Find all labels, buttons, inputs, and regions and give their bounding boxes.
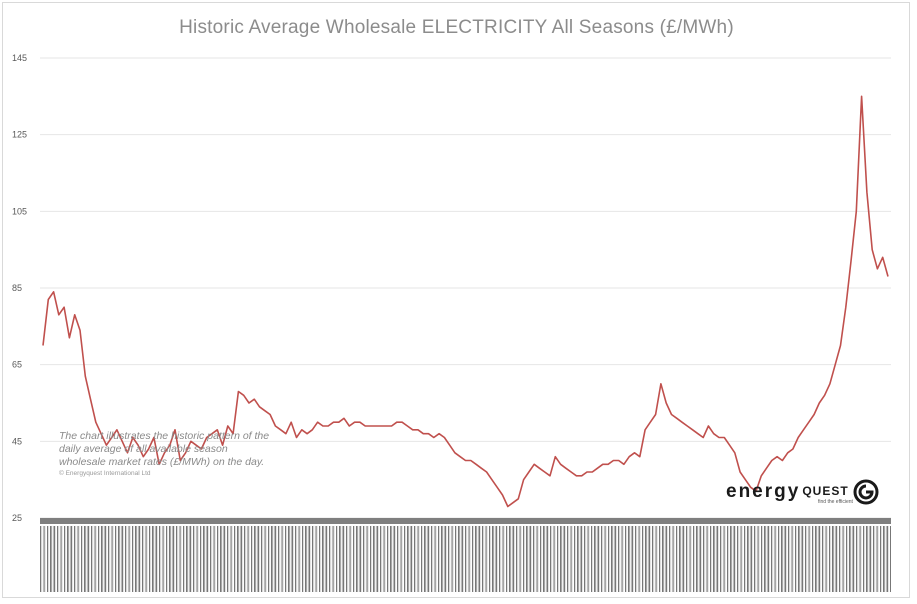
logo-word2: QUEST — [802, 484, 849, 498]
y-tick-label: 145 — [12, 53, 27, 63]
y-tick-label: 45 — [12, 436, 22, 446]
series-layer — [42, 95, 889, 508]
y-tick-label: 65 — [12, 360, 22, 370]
x-axis-date-labels — [40, 526, 891, 592]
chart-title: Historic Average Wholesale ELECTRICITY A… — [179, 17, 734, 38]
chart-frame — [2, 2, 910, 598]
logo-word: energy — [726, 481, 801, 502]
copyright-text: © Energyquest International Ltd — [59, 470, 151, 477]
y-tick-label: 85 — [12, 283, 22, 293]
y-tick-label: 125 — [12, 130, 27, 140]
swirl-logo-icon — [853, 479, 879, 505]
y-tick-label: 25 — [12, 513, 22, 523]
energyquest-logo: energy QUEST find the efficient — [726, 476, 879, 508]
y-tick-label: 105 — [12, 206, 27, 216]
logo-tagline: find the efficient — [818, 499, 853, 505]
note-text: The chart illustrates the historic patte… — [59, 430, 270, 468]
y-axis-ticks: 145 125 105 85 65 45 25 — [12, 53, 27, 523]
x-axis-band — [40, 518, 891, 524]
chart-note: The chart illustrates the historic patte… — [59, 430, 274, 478]
series-line — [42, 95, 889, 508]
